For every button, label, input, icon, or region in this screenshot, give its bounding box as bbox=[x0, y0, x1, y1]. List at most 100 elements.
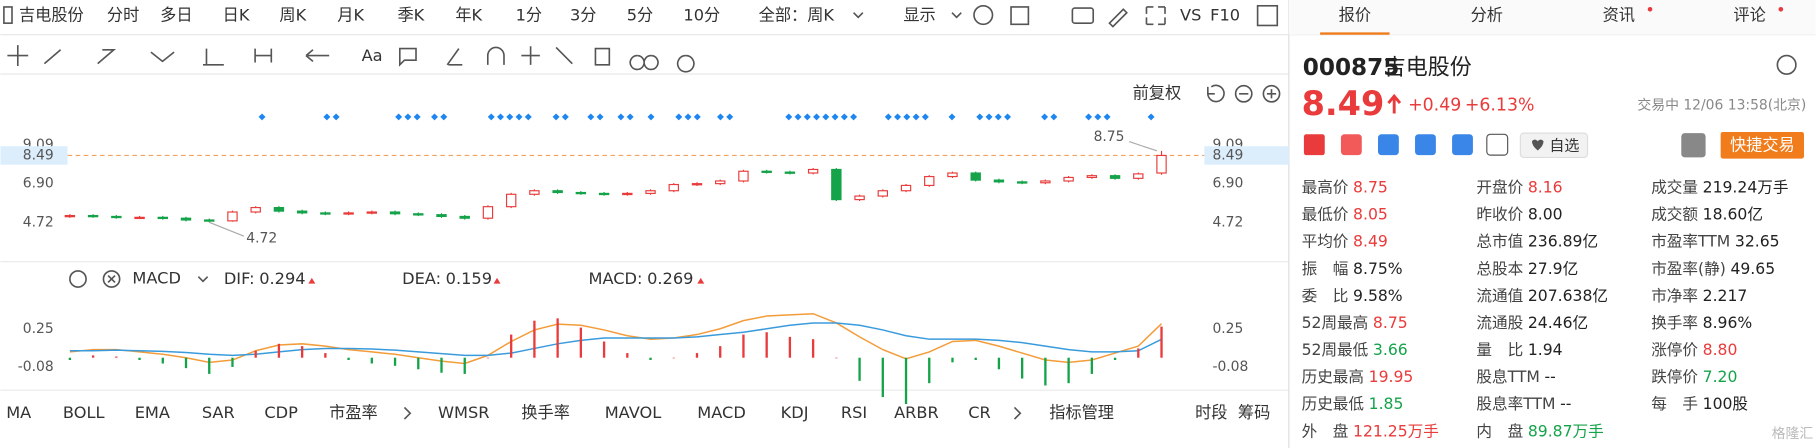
indicator-name[interactable]: MACD bbox=[132, 268, 181, 287]
stat-value: 1.94 bbox=[1528, 341, 1563, 359]
signal-marker bbox=[1103, 113, 1111, 121]
stat-value: 8.75% bbox=[1353, 259, 1403, 277]
toolbar-tab[interactable]: 季K bbox=[397, 6, 424, 25]
legend-name: DEA: bbox=[402, 268, 441, 287]
stat-label: 市净率 bbox=[1651, 286, 1698, 304]
signal-marker bbox=[395, 113, 403, 121]
stat-value: 8.80 bbox=[1703, 341, 1738, 359]
stat-item: 成交量 219.24万手 bbox=[1651, 178, 1788, 196]
signal-marker bbox=[332, 113, 340, 121]
content: 吉电股份 分时 多日 日K 周K 月K 季K 年K 1分 3分 5分 10分 全部：周K 显示 VS F10 A… bbox=[0, 6, 1813, 442]
stat-label: 每 手 bbox=[1651, 395, 1698, 413]
indicator-tab[interactable]: BOLL bbox=[63, 403, 105, 422]
toolbar-tab[interactable]: 年K bbox=[455, 6, 482, 25]
icon-dollar[interactable] bbox=[1415, 134, 1436, 156]
indicator-tab[interactable]: 市盈率 bbox=[329, 403, 378, 422]
toolbar-tab[interactable]: 全部：周K bbox=[759, 6, 835, 25]
icon-settings[interactable] bbox=[973, 4, 994, 26]
indicator-tab[interactable]: MA bbox=[6, 403, 31, 422]
icon-reset[interactable] bbox=[1207, 84, 1225, 103]
signal-marker bbox=[684, 113, 692, 121]
toolbar-tab[interactable]: 3分 bbox=[570, 6, 596, 25]
indicator-tab[interactable]: 指标管理 bbox=[1049, 403, 1114, 422]
toolbar-tab[interactable]: 分时 bbox=[107, 6, 139, 25]
indicator-tab[interactable]: CR bbox=[968, 403, 991, 422]
toolbar-tab[interactable]: 显示 bbox=[903, 6, 935, 25]
watermark: 格隆汇 bbox=[1772, 426, 1814, 442]
toolbar-tab[interactable]: 吉电股份 bbox=[19, 6, 84, 25]
indicator-tab[interactable]: WMSR bbox=[438, 403, 490, 422]
quote-tab[interactable]: 分析 bbox=[1471, 6, 1503, 25]
dropdown-arrow[interactable] bbox=[853, 12, 962, 19]
stock-code: 000875 bbox=[1303, 55, 1400, 81]
icon-camera[interactable] bbox=[1071, 7, 1095, 24]
icon-tag[interactable] bbox=[1452, 134, 1473, 156]
candle-body bbox=[947, 172, 958, 178]
icon-zoom-out[interactable] bbox=[1234, 84, 1253, 103]
macd-bar bbox=[370, 357, 373, 364]
indicator-tab[interactable]: CDP bbox=[264, 403, 298, 422]
icon-lightning[interactable] bbox=[1340, 134, 1362, 156]
candle-body bbox=[343, 212, 354, 215]
signal-marker bbox=[1050, 113, 1058, 121]
indicator-tab[interactable]: EMA bbox=[135, 403, 170, 422]
stat-value: -- bbox=[1560, 395, 1571, 413]
stat-item: 市盈率TTM 32.65 bbox=[1651, 232, 1779, 250]
toolbar-tab[interactable]: 日K bbox=[223, 6, 250, 25]
trade-button[interactable] bbox=[1720, 131, 1804, 159]
indicator-tab[interactable]: KDJ bbox=[781, 403, 809, 422]
toolbar-tab[interactable]: 月K bbox=[337, 6, 364, 25]
signal-marker bbox=[948, 113, 956, 121]
icon-pen[interactable] bbox=[1108, 8, 1128, 28]
stat-value: -- bbox=[1545, 368, 1556, 386]
icon-layout[interactable] bbox=[1256, 4, 1279, 27]
macd-bar bbox=[138, 357, 141, 361]
macd-bar bbox=[231, 357, 234, 367]
icon-panel[interactable] bbox=[3, 6, 13, 24]
indicator-tab[interactable]: 时段 bbox=[1195, 403, 1227, 422]
icon-zoom-in[interactable] bbox=[1262, 84, 1281, 103]
f10-button[interactable]: F10 bbox=[1210, 6, 1240, 25]
indicator-tab[interactable]: 换手率 bbox=[521, 403, 570, 422]
icon-fullscreen[interactable] bbox=[1145, 6, 1166, 26]
icon-square[interactable] bbox=[1010, 6, 1030, 26]
stat-label: 最高价 bbox=[1302, 178, 1349, 196]
icon-bell[interactable] bbox=[1681, 133, 1706, 158]
icon-indicator-settings[interactable] bbox=[69, 270, 87, 288]
quote-tab[interactable]: 资讯 bbox=[1603, 6, 1635, 25]
watchlist-button[interactable] bbox=[1519, 132, 1589, 159]
indicator-tab[interactable]: RSI bbox=[841, 403, 867, 422]
indicator-tab[interactable]: MACD bbox=[697, 403, 746, 422]
y-tick-label: 0.25 bbox=[23, 321, 54, 337]
icon-shuffle[interactable] bbox=[1377, 134, 1399, 156]
icon-note[interactable] bbox=[1486, 133, 1509, 156]
icon-move[interactable] bbox=[7, 45, 29, 66]
text-tool[interactable]: Aa bbox=[362, 46, 383, 65]
toolbar-tab[interactable]: 多日 bbox=[160, 6, 192, 25]
stat-value: 9.58% bbox=[1353, 286, 1403, 304]
icon-flag[interactable] bbox=[1303, 134, 1325, 156]
icon-indicator-close[interactable] bbox=[102, 270, 121, 288]
macd-bar bbox=[904, 357, 908, 405]
scroll-arrow[interactable] bbox=[403, 406, 1022, 420]
toolbar-tab[interactable]: 周K bbox=[279, 6, 306, 25]
indicator-tab[interactable]: MAVOL bbox=[605, 403, 662, 422]
indicator-tab[interactable]: SAR bbox=[202, 403, 235, 422]
signal-marker bbox=[912, 113, 920, 121]
macd-bar bbox=[463, 357, 466, 374]
trade-label[interactable]: 快捷交易 bbox=[1730, 135, 1795, 154]
macd-bar bbox=[1160, 326, 1163, 358]
toolbar-tab[interactable]: 5分 bbox=[627, 6, 653, 25]
indicator-tab[interactable]: ARBR bbox=[894, 403, 939, 422]
compare-button[interactable]: VS bbox=[1180, 6, 1201, 25]
indicator-tab[interactable]: 筹码 bbox=[1238, 403, 1270, 422]
icon-draw-tool[interactable] bbox=[43, 46, 695, 73]
signal-marker bbox=[561, 113, 569, 121]
price-adjust[interactable]: 前复权 bbox=[1133, 83, 1182, 102]
icon-settings[interactable] bbox=[1776, 54, 1797, 75]
toolbar-tab[interactable]: 1分 bbox=[516, 6, 543, 25]
toolbar-tab[interactable]: 10分 bbox=[683, 6, 720, 25]
quote-tab[interactable]: 报价 bbox=[1339, 6, 1371, 25]
quote-tab[interactable]: 评论 bbox=[1733, 6, 1765, 25]
watchlist-label[interactable]: 自选 bbox=[1549, 136, 1579, 154]
